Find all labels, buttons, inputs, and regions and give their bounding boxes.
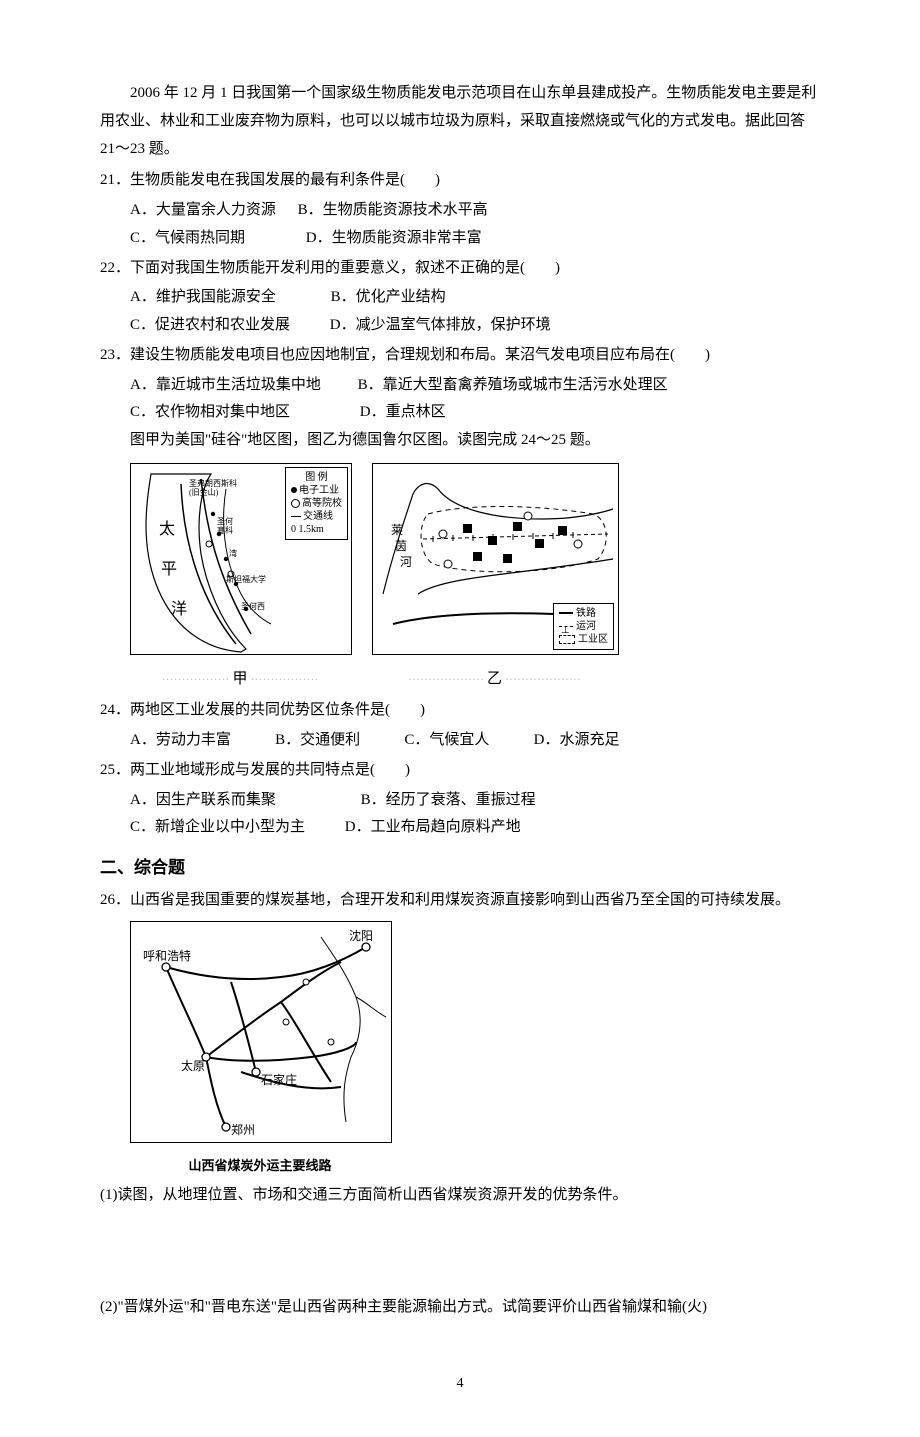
q22-opt-c: C．促进农村和农业发展: [130, 312, 290, 340]
figA-legend-item1: 电子工业: [299, 485, 339, 496]
svg-text:圣弗朗西斯科: 圣弗朗西斯科: [189, 478, 237, 488]
q26-part2: (2)"晋煤外运"和"晋电东送"是山西省两种主要能源输出方式。试简要评价山西省输…: [100, 1294, 820, 1322]
label-ocean-tai: 太: [159, 520, 175, 538]
q25-opt-c: C．新增企业以中小型为主: [130, 814, 305, 842]
figure-ruhr: 莱 茵 河 铁路 ⊥运河 工业区: [372, 463, 619, 655]
figB-legend: 铁路 ⊥运河 工业区: [553, 603, 614, 650]
svg-text:(旧金山): (旧金山): [189, 487, 219, 497]
figB-legend-zone: 工业区: [578, 634, 608, 645]
svg-text:塞科: 塞科: [217, 525, 233, 535]
label-sjz: 石家庄: [261, 1072, 297, 1087]
figure-row-24-25: 太 平 洋 圣弗朗西斯科 (旧金山) 圣何 塞科 湾 斯坦福大学 圣何西 图 例…: [130, 463, 820, 694]
page-number: 4: [100, 1371, 820, 1397]
figB-legend-canal: 运河: [576, 621, 596, 632]
q22-opt-b: B．优化产业结构: [331, 284, 446, 312]
figC-caption: 山西省煤炭外运主要线路: [130, 1154, 390, 1178]
figA-legend-scale: 0 1.5km: [291, 523, 342, 536]
q24-opt-d: D．水源充足: [534, 727, 620, 755]
svg-text:茵: 茵: [395, 539, 407, 553]
figA-legend: 图 例 电子工业 高等院校 交通线 0 1.5km: [285, 467, 348, 540]
section-2-title: 二、综合题: [100, 852, 820, 883]
passage-intro-24-25: 图甲为美国"硅谷"地区图，图乙为德国鲁尔区图。读图完成 24～25 题。: [100, 427, 820, 455]
figB-legend-rail: 铁路: [576, 608, 596, 619]
svg-text:圣何西: 圣何西: [241, 601, 265, 611]
passage-intro-21-23: 2006 年 12 月 1 日我国第一个国家级生物质能发电示范项目在山东单县建成…: [100, 80, 820, 163]
figure-shanxi-coal: 呼和浩特 沈阳 太原 石家庄 郑州: [130, 921, 392, 1143]
q25-opt-d: D．工业布局趋向原料产地: [345, 814, 521, 842]
svg-text:圣何: 圣何: [217, 516, 233, 526]
svg-text:河: 河: [400, 555, 412, 569]
q21-opt-d: D．生物质能资源非常丰富: [306, 225, 482, 253]
q24-opt-a: A．劳动力丰富: [130, 727, 231, 755]
q22-stem: 22．下面对我国生物质能开发利用的重要意义，叙述不正确的是( ): [100, 255, 820, 283]
q24-opt-c: C．气候宜人: [404, 727, 489, 755]
q24-stem: 24．两地区工业发展的共同优势区位条件是( ): [100, 697, 820, 725]
q23-stem: 23．建设生物质能发电项目也应因地制宜，合理规划和布局。某沼气发电项目应布局在(…: [100, 342, 820, 370]
q26-part1: (1)读图，从地理位置、市场和交通三方面简析山西省煤炭资源开发的优势条件。: [100, 1182, 820, 1210]
label-ocean-ping: 平: [161, 561, 177, 578]
figB-caption: 乙: [487, 671, 502, 687]
label-ocean-yang: 洋: [171, 600, 187, 618]
q23-opt-b: B．靠近大型畜禽养殖场或城市生活污水处理区: [358, 372, 668, 400]
q21-opt-c: C．气候雨热同期: [130, 225, 245, 253]
label-shenyang: 沈阳: [349, 928, 373, 943]
figure-silicon-valley: 太 平 洋 圣弗朗西斯科 (旧金山) 圣何 塞科 湾 斯坦福大学 圣何西 图 例…: [130, 463, 352, 655]
q21-opt-a: A．大量富余人力资源: [130, 197, 276, 225]
q24-opt-b: B．交通便利: [275, 727, 360, 755]
figA-legend-item2: 高等院校: [302, 498, 342, 509]
svg-text:斯坦福大学: 斯坦福大学: [226, 574, 266, 584]
svg-text:莱: 莱: [391, 523, 403, 537]
q21-stem: 21．生物质能发电在我国发展的最有利条件是( ): [100, 167, 820, 195]
q21-opt-b: B．生物质能资源技术水平高: [298, 197, 488, 225]
label-taiyuan: 太原: [181, 1058, 205, 1073]
figA-legend-item3: 交通线: [303, 511, 333, 522]
q25-opt-a: A．因生产联系而集聚: [130, 787, 276, 815]
svg-text:湾: 湾: [229, 548, 237, 558]
figA-legend-title: 图 例: [291, 471, 342, 484]
label-hohhot: 呼和浩特: [143, 948, 191, 963]
q25-stem: 25．两工业地域形成与发展的共同特点是( ): [100, 757, 820, 785]
q22-opt-a: A．维护我国能源安全: [130, 284, 276, 312]
label-zz: 郑州: [231, 1122, 255, 1137]
q25-opt-b: B．经历了衰落、重振过程: [361, 787, 536, 815]
q23-opt-a: A．靠近城市生活垃圾集中地: [130, 372, 321, 400]
q26-stem: 26．山西省是我国重要的煤炭基地，合理开发和利用煤炭资源直接影响到山西省乃至全国…: [100, 887, 820, 915]
figA-caption: 甲: [232, 671, 247, 687]
q23-opt-c: C．农作物相对集中地区: [130, 399, 290, 427]
q22-opt-d: D．减少温室气体排放，保护环境: [330, 312, 551, 340]
q23-opt-d: D．重点林区: [360, 399, 446, 427]
